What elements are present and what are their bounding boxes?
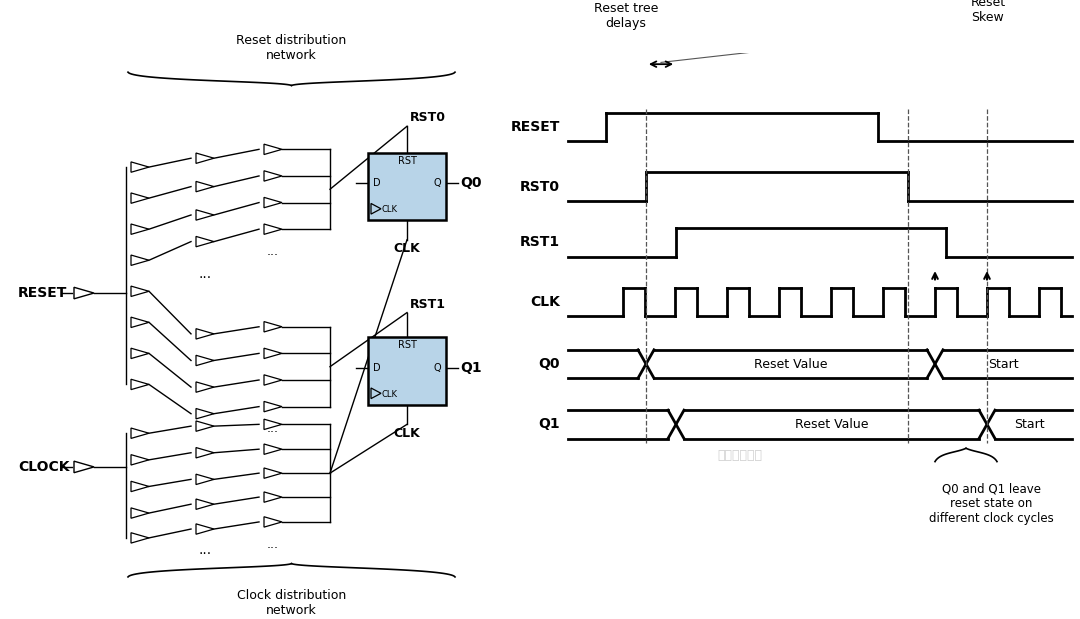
Text: RST0: RST0 [410,111,446,124]
Text: Clock distribution
network: Clock distribution network [237,589,346,617]
Text: RST: RST [397,340,417,350]
Text: RST: RST [397,155,417,165]
Text: ...: ... [267,422,279,435]
Text: RST0: RST0 [519,180,561,194]
Text: Start: Start [1014,418,1044,431]
Text: RST1: RST1 [519,235,561,249]
Text: ...: ... [199,543,212,557]
Text: D: D [373,178,380,188]
Text: RESET: RESET [511,120,561,134]
Text: Q0: Q0 [460,176,482,190]
Text: CLK: CLK [393,427,420,440]
Text: Start: Start [988,358,1018,371]
Text: ...: ... [267,538,279,551]
Text: Q0 and Q1 leave
reset state on
different clock cycles: Q0 and Q1 leave reset state on different… [929,482,1053,525]
Text: CLOCK: CLOCK [18,460,69,474]
Text: Reset
Skew: Reset Skew [971,0,1005,24]
Text: 数字芯片设计: 数字芯片设计 [717,449,762,462]
Text: Reset tree
delays: Reset tree delays [594,2,658,30]
Text: CLK: CLK [382,389,399,399]
Text: Q0: Q0 [539,357,561,371]
Text: Reset Value: Reset Value [754,358,827,371]
Text: RST1: RST1 [410,298,446,311]
Text: Reset distribution
network: Reset distribution network [237,33,347,61]
Text: CLK: CLK [530,295,561,309]
Text: RESET: RESET [18,286,67,300]
Text: CLK: CLK [393,243,420,256]
Text: Q: Q [433,363,441,373]
Text: D: D [373,363,380,373]
Text: CLK: CLK [382,205,399,214]
Text: Reset Value: Reset Value [795,418,868,431]
Text: Q1: Q1 [460,361,482,374]
Bar [368,337,446,405]
Text: ...: ... [267,245,279,258]
Bar [368,153,446,220]
Text: Q1: Q1 [538,417,561,431]
Text: Q: Q [433,178,441,188]
Text: ...: ... [199,267,212,280]
